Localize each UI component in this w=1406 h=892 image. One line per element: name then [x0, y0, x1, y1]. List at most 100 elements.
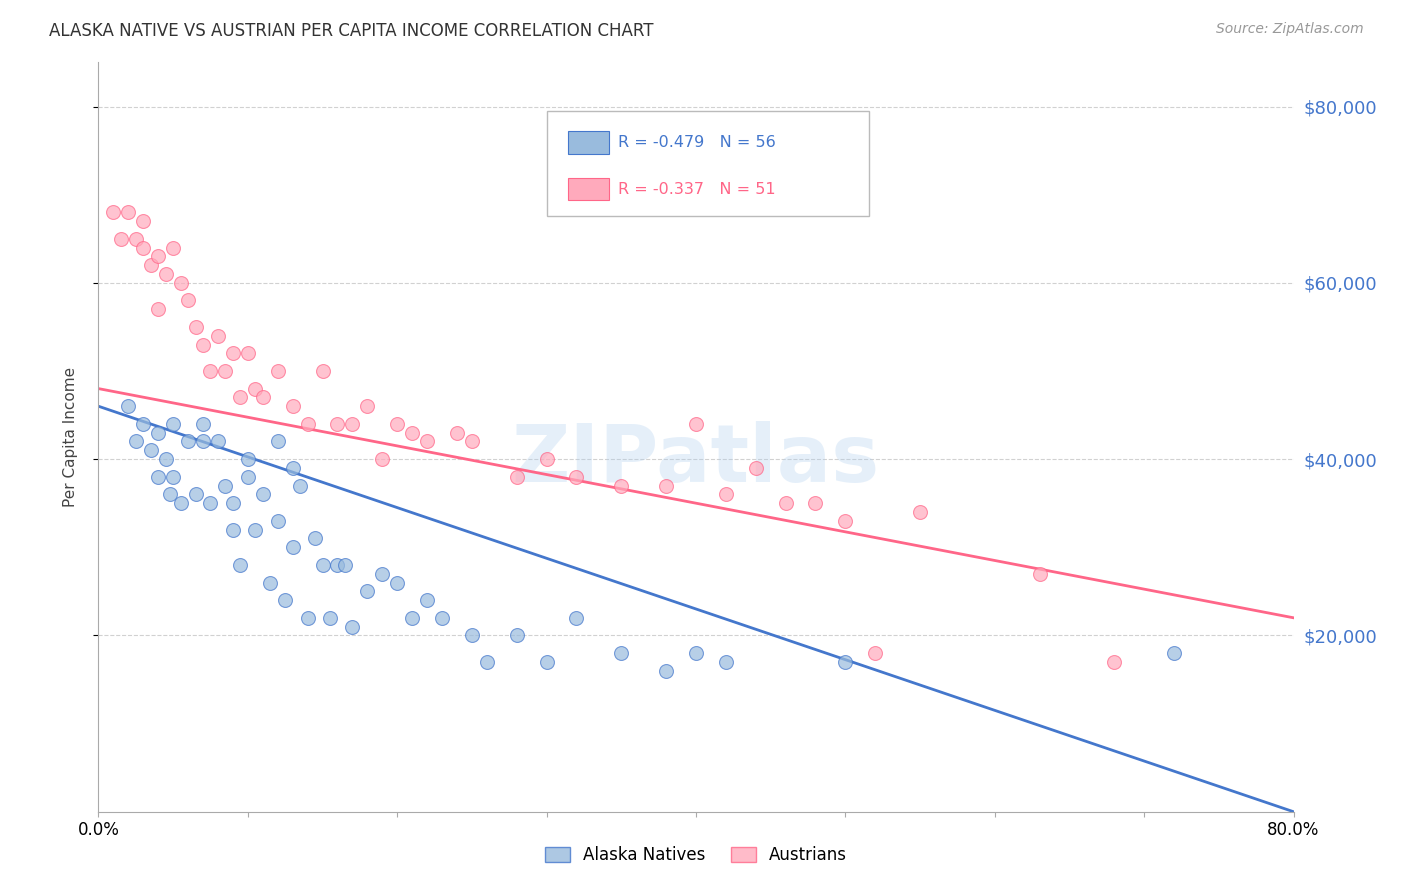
Point	[908, 505, 931, 519]
Point	[1028, 566, 1050, 581]
Point	[259, 575, 281, 590]
Point	[132, 417, 155, 431]
Point	[177, 293, 200, 308]
Point	[148, 469, 170, 483]
Point	[169, 276, 191, 290]
Point	[446, 425, 468, 440]
Point	[191, 434, 214, 449]
Point	[125, 232, 148, 246]
Point	[125, 434, 148, 449]
Point	[236, 346, 259, 360]
Point	[207, 328, 229, 343]
Point	[475, 655, 498, 669]
Point	[184, 319, 207, 334]
Point	[304, 532, 326, 546]
Point	[356, 399, 378, 413]
Point	[461, 434, 484, 449]
Legend: Alaska Natives, Austrians: Alaska Natives, Austrians	[538, 839, 853, 871]
Point	[297, 611, 319, 625]
Point	[148, 425, 170, 440]
Point	[1163, 646, 1185, 660]
Point	[155, 267, 177, 281]
Point	[162, 417, 184, 431]
Point	[229, 391, 252, 405]
Point	[252, 391, 274, 405]
Point	[162, 469, 184, 483]
Point	[1104, 655, 1126, 669]
Point	[834, 514, 856, 528]
Point	[110, 232, 132, 246]
Point	[745, 461, 768, 475]
Text: ZIPatlas: ZIPatlas	[512, 420, 880, 499]
Point	[177, 434, 200, 449]
Point	[155, 452, 177, 467]
Point	[214, 478, 236, 492]
Point	[281, 399, 304, 413]
Point	[385, 575, 409, 590]
Point	[714, 655, 737, 669]
Point	[565, 469, 588, 483]
Text: R = -0.479   N = 56: R = -0.479 N = 56	[619, 135, 776, 150]
FancyBboxPatch shape	[568, 131, 609, 153]
Point	[139, 258, 162, 272]
Point	[610, 646, 633, 660]
Point	[132, 214, 155, 228]
Point	[461, 628, 484, 642]
Point	[191, 417, 214, 431]
Point	[103, 205, 125, 219]
Point	[416, 593, 439, 607]
Point	[200, 496, 222, 510]
Point	[401, 425, 423, 440]
Point	[236, 469, 259, 483]
Point	[162, 241, 184, 255]
Point	[371, 452, 394, 467]
Point	[342, 619, 364, 633]
Point	[326, 558, 349, 572]
Point	[274, 593, 297, 607]
Point	[506, 628, 529, 642]
Point	[297, 417, 319, 431]
Point	[252, 487, 274, 501]
Y-axis label: Per Capita Income: Per Capita Income	[63, 367, 77, 508]
Point	[311, 558, 333, 572]
Point	[117, 205, 139, 219]
Point	[834, 655, 856, 669]
Point	[685, 417, 707, 431]
Point	[132, 241, 155, 255]
Point	[342, 417, 364, 431]
Point	[281, 541, 304, 555]
Point	[159, 487, 181, 501]
Point	[169, 496, 191, 510]
Point	[536, 655, 558, 669]
FancyBboxPatch shape	[568, 178, 609, 201]
Point	[207, 434, 229, 449]
Point	[356, 584, 378, 599]
Point	[655, 664, 678, 678]
Point	[430, 611, 453, 625]
Point	[281, 461, 304, 475]
Point	[775, 496, 797, 510]
Point	[401, 611, 423, 625]
Point	[267, 364, 290, 378]
Point	[184, 487, 207, 501]
Point	[200, 364, 222, 378]
Point	[267, 434, 290, 449]
Point	[245, 382, 267, 396]
Point	[565, 611, 588, 625]
Point	[865, 646, 887, 660]
Point	[267, 514, 290, 528]
Point	[714, 487, 737, 501]
Point	[245, 523, 267, 537]
Point	[385, 417, 409, 431]
Text: ALASKA NATIVE VS AUSTRIAN PER CAPITA INCOME CORRELATION CHART: ALASKA NATIVE VS AUSTRIAN PER CAPITA INC…	[49, 22, 654, 40]
Point	[214, 364, 236, 378]
Text: R = -0.337   N = 51: R = -0.337 N = 51	[619, 182, 776, 196]
Point	[236, 452, 259, 467]
Point	[326, 417, 349, 431]
Point	[610, 478, 633, 492]
Point	[148, 249, 170, 263]
Point	[319, 611, 342, 625]
Point	[685, 646, 707, 660]
Point	[288, 478, 311, 492]
Point	[222, 496, 245, 510]
